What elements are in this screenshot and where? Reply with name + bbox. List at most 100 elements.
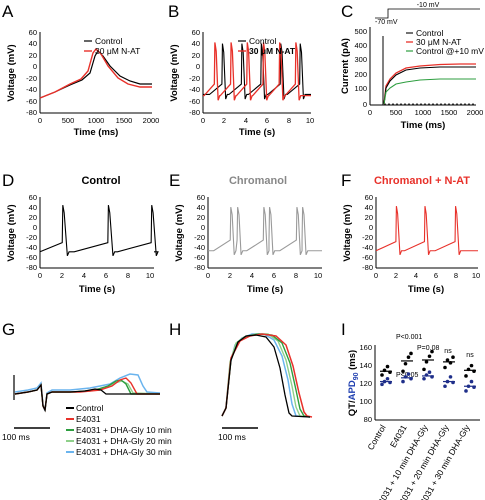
x-tick-label: 6 xyxy=(104,271,108,280)
trace-control xyxy=(383,66,476,105)
y-tick-label: 0 xyxy=(369,223,373,232)
x-tick-label: 1500 xyxy=(441,108,458,117)
apd90-point xyxy=(380,382,384,387)
scale-bar-label: 100 ms xyxy=(218,432,246,442)
y-tick-label: -60 xyxy=(362,253,373,262)
x-tick-label: 0 xyxy=(38,116,42,125)
x-tick-label: 2 xyxy=(394,271,398,280)
legend-label: Control xyxy=(249,36,277,46)
panel-letter: H xyxy=(169,320,181,339)
y-tick-label: -60 xyxy=(189,97,200,106)
y-tick-label: 200 xyxy=(354,70,367,79)
y-tick-label: 60 xyxy=(197,193,205,202)
legend-label: 30 μM N-AT xyxy=(416,37,461,47)
apd90-point xyxy=(443,384,447,389)
panel-letter: B xyxy=(168,2,179,21)
y-tick-label: 120 xyxy=(359,379,372,388)
panel-f: F Chromanol + N-AT 60 40 20 0 -20 -40 -6… xyxy=(341,171,480,295)
qt-point xyxy=(406,355,411,359)
qt-point xyxy=(464,374,468,378)
legend-label: 30 μM N-AT xyxy=(249,46,296,56)
panel-letter: F xyxy=(341,171,351,190)
scatter-points xyxy=(380,349,476,393)
apd90-point xyxy=(469,379,474,384)
x-tick-label: 2000 xyxy=(143,116,160,125)
y-tick-label: -80 xyxy=(194,263,205,272)
legend-label: E4031 + DHA-Gly 30 min xyxy=(76,447,172,457)
legend-label: Control xyxy=(95,36,123,46)
trace-chromanol xyxy=(208,207,322,256)
x-tick-label: 8 xyxy=(287,116,291,125)
x-tick-label: 6 xyxy=(272,271,276,280)
x-tick-label: 10 xyxy=(146,271,154,280)
category-label: E4031 xyxy=(388,423,409,450)
y-axis-label: Voltage (mV) xyxy=(6,44,17,101)
y-axis-label: Voltage (mV) xyxy=(6,204,17,261)
y-tick-label: 100 xyxy=(354,84,367,93)
y-tick-label: -40 xyxy=(26,85,37,94)
y-axis-label: Voltage (mV) xyxy=(342,204,353,261)
legend-label: E4031 + DHA-Gly 10 min xyxy=(76,425,172,435)
qt-point xyxy=(469,363,474,368)
y-tick-label: -20 xyxy=(26,74,37,83)
y-tick-label: -80 xyxy=(26,263,37,272)
y-tick-label: 500 xyxy=(354,27,367,36)
legend-label: Control xyxy=(416,28,444,38)
qt-point xyxy=(422,367,426,372)
x-tick-label: 1500 xyxy=(116,116,133,125)
qt-point xyxy=(427,354,432,359)
trace-control xyxy=(39,205,159,257)
qt-point xyxy=(380,373,384,377)
y-tick-label: -80 xyxy=(189,108,200,117)
x-tick-label: 2 xyxy=(60,271,64,280)
x-axis-label: Time (ms) xyxy=(401,120,446,131)
y-tick-label: 40 xyxy=(197,203,205,212)
panel-d: D Control 60 40 20 0 -20 -40 -60 -80 0 2… xyxy=(2,171,159,295)
x-tick-label: 2000 xyxy=(467,108,484,117)
trace-control-plus10 xyxy=(383,78,476,105)
y-tick-label: 80 xyxy=(364,415,372,424)
y-tick-label: 0 xyxy=(201,223,205,232)
y-tick-label: 140 xyxy=(359,361,372,370)
apd90-point xyxy=(401,379,405,384)
y-tick-label: 60 xyxy=(29,193,37,202)
legend-label: E4031 + DHA-Gly 20 min xyxy=(76,436,172,446)
y-axis-label: Voltage (mV) xyxy=(169,44,180,101)
x-tick-label: 0 xyxy=(374,271,378,280)
annotation-p008: P=0.08 xyxy=(417,345,439,352)
x-tick-label: 10 xyxy=(306,116,314,125)
y-tick-label: -20 xyxy=(362,233,373,242)
y-label-qt: QT/ xyxy=(347,400,358,416)
annotation-p005: P<0.05 xyxy=(396,372,418,379)
legend-label: 30 μM N-AT xyxy=(95,46,140,56)
trace-h-control xyxy=(221,334,311,418)
y-label-unit: (ms) xyxy=(347,350,358,373)
y-tick-label: -40 xyxy=(26,243,37,252)
panel-i: I QT/APD90 (ms) 160 140 120 100 80 P<0.0… xyxy=(341,320,480,500)
x-tick-label: 0 xyxy=(201,116,205,125)
y-tick-label: -80 xyxy=(26,108,37,117)
apd90-point xyxy=(422,376,426,381)
trace-control xyxy=(203,43,311,100)
panel-e: E Chromanol 60 40 20 0 -20 -40 -60 -80 0… xyxy=(169,171,322,295)
qt-point xyxy=(424,360,429,364)
x-tick-label: 1000 xyxy=(88,116,105,125)
y-tick-label: 100 xyxy=(359,397,372,406)
y-label-sub: 90 xyxy=(353,372,360,380)
qt-point xyxy=(445,358,450,362)
x-tick-label: 0 xyxy=(206,271,210,280)
x-tick-label: 500 xyxy=(62,116,75,125)
panel-g: G 100 ms Control E4031 E4031 + DHA-Gly 1… xyxy=(2,320,172,457)
y-tick-label: -20 xyxy=(194,233,205,242)
y-tick-label: 20 xyxy=(365,213,373,222)
y-tick-label: 20 xyxy=(192,51,200,60)
y-tick-label: -20 xyxy=(189,74,200,83)
qt-point xyxy=(443,365,447,370)
y-axis-label: QT/APD90 (ms) xyxy=(347,350,360,416)
x-tick-label: 4 xyxy=(250,271,254,280)
apd90-point xyxy=(464,389,468,393)
y-tick-label: 60 xyxy=(29,28,37,37)
trace-n-at xyxy=(39,47,152,99)
x-tick-label: 8 xyxy=(126,271,130,280)
y-tick-label: 0 xyxy=(33,223,37,232)
